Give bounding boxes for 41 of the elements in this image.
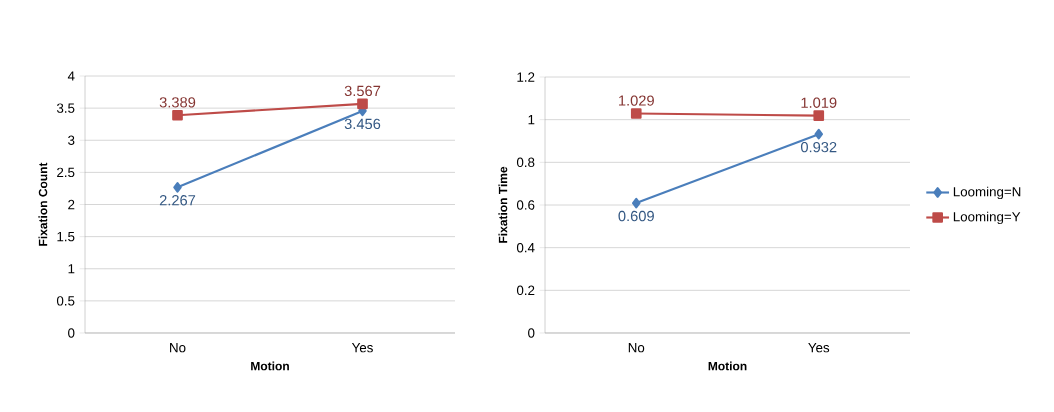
y-tick-label: 4 bbox=[67, 71, 75, 81]
point bbox=[357, 98, 368, 110]
y-tick-label: 0 bbox=[68, 328, 75, 338]
y-tick-label: 2.5 bbox=[57, 167, 75, 178]
x-tick-label: No bbox=[170, 343, 186, 353]
y-axis-title: Fixation Time bbox=[498, 166, 508, 243]
legend-label: Looming=Y bbox=[953, 211, 1021, 225]
x-tick-label: Yes bbox=[808, 343, 830, 353]
x-tick-label: Yes bbox=[351, 343, 373, 353]
y-axis-title: Fixation Count bbox=[38, 162, 48, 246]
y-tick-label: 0 bbox=[528, 328, 535, 338]
data-label: 0.932 bbox=[800, 141, 837, 153]
y-tick-label: 1.2 bbox=[517, 72, 535, 82]
x-axis-title: Motion bbox=[708, 361, 747, 371]
point bbox=[630, 108, 642, 119]
point bbox=[814, 128, 824, 140]
y-tick-label: 1 bbox=[528, 115, 535, 125]
point bbox=[631, 197, 641, 209]
data-label: 3.456 bbox=[344, 118, 381, 130]
legend-label: Looming=N bbox=[953, 186, 1021, 200]
point bbox=[172, 109, 183, 121]
data-label: 2.267 bbox=[159, 195, 196, 206]
y-tick-label: 0.4 bbox=[516, 242, 535, 253]
y-tick-label: 3.5 bbox=[56, 103, 75, 113]
y-tick-label: 3 bbox=[68, 135, 75, 145]
point bbox=[173, 182, 182, 193]
y-tick-label: 0.8 bbox=[516, 157, 535, 168]
x-tick-label: No bbox=[628, 343, 645, 353]
y-tick-label: 2 bbox=[68, 199, 75, 210]
data-label: 0.609 bbox=[618, 210, 654, 222]
data-label: 3.567 bbox=[344, 85, 381, 97]
y-tick-label: 1 bbox=[68, 264, 75, 274]
y-tick-label: 0.2 bbox=[516, 285, 535, 296]
x-axis-title: Motion bbox=[251, 361, 289, 371]
y-tick-label: 0.6 bbox=[516, 200, 535, 210]
point bbox=[813, 110, 825, 121]
data-label: 1.019 bbox=[801, 97, 837, 108]
y-tick-label: 0.5 bbox=[56, 296, 75, 306]
data-label: 3.389 bbox=[159, 97, 196, 108]
data-label: 1.029 bbox=[619, 95, 654, 106]
y-tick-label: 1.5 bbox=[57, 231, 75, 242]
